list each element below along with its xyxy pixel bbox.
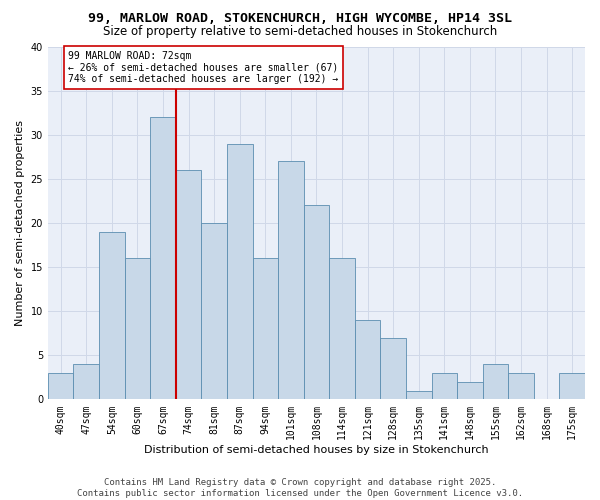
Bar [304, 206, 329, 400]
Bar [355, 320, 380, 400]
Text: Size of property relative to semi-detached houses in Stokenchurch: Size of property relative to semi-detach… [103, 25, 497, 38]
Text: 99, MARLOW ROAD, STOKENCHURCH, HIGH WYCOMBE, HP14 3SL: 99, MARLOW ROAD, STOKENCHURCH, HIGH WYCO… [88, 12, 512, 26]
Bar [380, 338, 406, 400]
Bar [176, 170, 202, 400]
Bar [482, 364, 508, 400]
Bar [99, 232, 125, 400]
Bar [227, 144, 253, 400]
Text: 99 MARLOW ROAD: 72sqm
← 26% of semi-detached houses are smaller (67)
74% of semi: 99 MARLOW ROAD: 72sqm ← 26% of semi-deta… [68, 51, 338, 84]
Bar [457, 382, 482, 400]
Bar [329, 258, 355, 400]
Bar [125, 258, 150, 400]
Bar [559, 373, 585, 400]
Bar [253, 258, 278, 400]
Text: Contains HM Land Registry data © Crown copyright and database right 2025.
Contai: Contains HM Land Registry data © Crown c… [77, 478, 523, 498]
Bar [202, 223, 227, 400]
Y-axis label: Number of semi-detached properties: Number of semi-detached properties [15, 120, 25, 326]
Bar [406, 390, 431, 400]
X-axis label: Distribution of semi-detached houses by size in Stokenchurch: Distribution of semi-detached houses by … [144, 445, 489, 455]
Bar [278, 161, 304, 400]
Bar [508, 373, 534, 400]
Bar [73, 364, 99, 400]
Bar [150, 117, 176, 400]
Bar [431, 373, 457, 400]
Bar [48, 373, 73, 400]
